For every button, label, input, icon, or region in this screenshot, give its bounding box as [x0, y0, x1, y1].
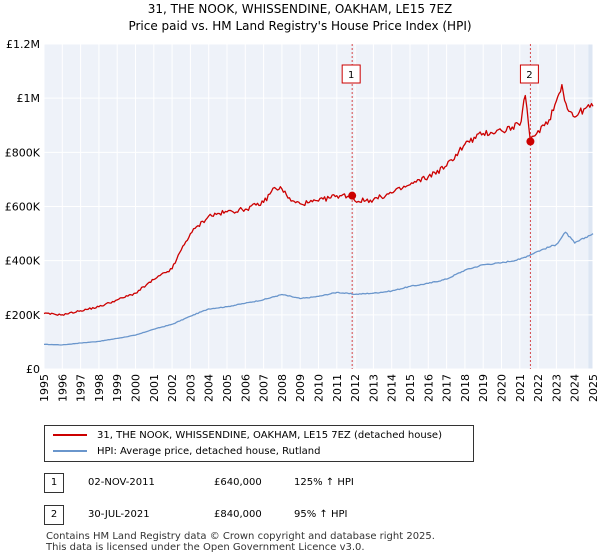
legend-swatch-property — [53, 434, 87, 436]
sale-badge-box — [519, 64, 539, 84]
sale-badge: 1 — [44, 473, 64, 493]
y-tick-label: £1M — [17, 92, 41, 105]
x-tick-label: 2002 — [166, 374, 179, 402]
sale-price: £640,000 — [214, 477, 262, 488]
x-tick-label: 2018 — [459, 374, 472, 402]
y-tick-label: £600K — [5, 201, 41, 214]
hpi-series-line — [43, 231, 594, 346]
sale-price: £840,000 — [214, 509, 262, 520]
x-tick-label: 2006 — [239, 374, 252, 402]
x-tick-label: 2025 — [587, 374, 600, 402]
price-chart: £0 £200K £400K £600K £800K £1M £1.2M 1995 1996 1… — [5, 38, 600, 402]
x-tick-label: 2009 — [294, 374, 307, 402]
chart-title-block: 31, THE NOOK, WHISSENDINE, OAKHAM, LE15 … — [0, 1, 600, 35]
x-tick-label: 2020 — [496, 374, 509, 402]
x-tick-label: 2019 — [477, 374, 490, 402]
legend-label-hpi: HPI: Average price, detached house, Rutl… — [97, 446, 321, 457]
sale-badge-label: 2 — [526, 70, 532, 81]
footer-copyright: Contains HM Land Registry data © Crown c… — [46, 531, 435, 542]
x-tick-label: 2023 — [550, 374, 563, 402]
legend-swatch-hpi — [53, 450, 87, 452]
y-tick-label: £200K — [5, 309, 41, 322]
x-tick-label: 2013 — [367, 374, 380, 402]
sale-badge-box — [341, 64, 361, 84]
sale-point — [348, 191, 357, 200]
x-tick-label: 2008 — [276, 374, 289, 402]
x-tick-label: 2015 — [404, 374, 417, 402]
x-tick-label: 2014 — [386, 374, 399, 402]
legend-item-hpi: HPI: Average price, detached house, Rutl… — [53, 444, 320, 460]
sale-badge: 2 — [44, 505, 64, 525]
legend-item-property: 31, THE NOOK, WHISSENDINE, OAKHAM, LE15 … — [53, 428, 442, 444]
legend: 31, THE NOOK, WHISSENDINE, OAKHAM, LE15 … — [44, 425, 474, 462]
x-tick-label: 2010 — [313, 374, 326, 402]
x-tick-label: 2007 — [258, 374, 271, 402]
x-tick-label: 1995 — [38, 374, 51, 402]
x-tick-label: 2024 — [569, 374, 582, 402]
x-tick-label: 1997 — [75, 374, 88, 402]
y-tick-label: £400K — [5, 255, 41, 268]
sale-date: 02-NOV-2011 — [88, 477, 155, 488]
y-tick-label: £0 — [26, 363, 40, 376]
x-tick-label: 1998 — [93, 374, 106, 402]
property-series-line — [43, 83, 594, 316]
x-tick-label: 2021 — [514, 374, 527, 402]
x-tick-label: 2000 — [130, 374, 143, 402]
legend-label-property: 31, THE NOOK, WHISSENDINE, OAKHAM, LE15 … — [97, 430, 442, 441]
x-tick-label: 2005 — [221, 374, 234, 402]
sale-badge-label: 1 — [348, 70, 354, 81]
x-tick-label: 2003 — [184, 374, 197, 402]
x-tick-label: 2012 — [349, 374, 362, 402]
x-tick-label: 2011 — [331, 374, 344, 402]
sale-hpi-change: 125% ↑ HPI — [294, 477, 354, 488]
chart-subtitle: Price paid vs. HM Land Registry's House … — [128, 19, 472, 33]
sale-date: 30-JUL-2021 — [88, 509, 150, 520]
footer-licence: This data is licensed under the Open Gov… — [46, 542, 365, 553]
x-tick-label: 2016 — [422, 374, 435, 402]
x-tick-label: 2022 — [532, 374, 545, 402]
x-tick-label: 2001 — [148, 374, 161, 402]
y-tick-label: £1.2M — [6, 38, 40, 51]
x-tick-label: 1996 — [56, 374, 69, 402]
sale-hpi-change: 95% ↑ HPI — [294, 509, 348, 520]
x-tick-label: 2004 — [203, 374, 216, 402]
x-tick-label: 2017 — [441, 374, 454, 402]
chart-title: 31, THE NOOK, WHISSENDINE, OAKHAM, LE15 … — [147, 2, 453, 16]
x-tick-label: 1999 — [111, 374, 124, 402]
y-tick-label: £800K — [5, 146, 41, 159]
footer: Contains HM Land Registry data © Crown c… — [46, 531, 435, 553]
sale-point — [526, 137, 535, 146]
